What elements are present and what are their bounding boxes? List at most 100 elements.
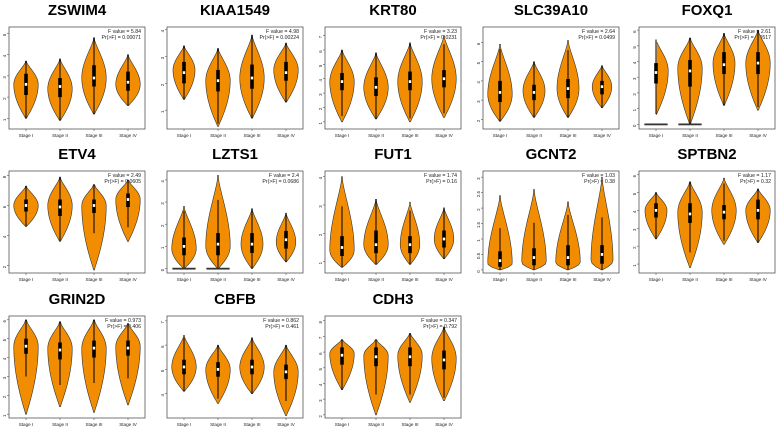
violin-shape	[656, 42, 669, 115]
f-value-label: F value = 0.862	[263, 318, 299, 324]
f-value-label: F value = 2.64	[582, 29, 615, 35]
chart-title: ETV4	[58, 146, 96, 163]
median-marker	[688, 69, 692, 73]
y-tick-label: 7	[318, 35, 323, 38]
median-marker	[442, 358, 446, 362]
y-tick-label: 7	[318, 336, 323, 339]
y-tick-label: 3	[2, 76, 7, 79]
chart-title: GCNT2	[526, 146, 577, 163]
x-tick-label: Stage III	[243, 277, 260, 282]
x-tick-label: Stage III	[85, 133, 102, 138]
y-tick-label: 5	[476, 61, 481, 64]
median-marker	[58, 348, 62, 352]
x-tick-label: Stage IV	[119, 277, 138, 282]
plot-frame	[324, 170, 462, 274]
x-tick-label: Stage II	[368, 133, 384, 138]
p-value-label: Pr(>F) = 0.38	[584, 179, 615, 185]
y-tick-label: 6	[632, 174, 637, 177]
f-value-label: F value = 1.74	[424, 173, 457, 179]
x-tick-label: Stage II	[682, 277, 698, 282]
y-tick-label: 0.5	[476, 252, 481, 259]
violin-panel-slc39a10: SLC39A10 F value = 2.64 Pr(>F) = 0.0499 2 3 4…	[474, 0, 624, 152]
violin-panel-sptbn2: SPTBN2 F value = 1.17 Pr(>F) = 0.32 1 2 3 4 5 6 S…	[630, 144, 780, 296]
iqr-box	[340, 236, 344, 256]
median-marker	[92, 76, 96, 80]
x-tick-label: Stage I	[19, 133, 34, 138]
x-tick-label: Stage I	[335, 422, 350, 427]
y-tick-label: 1	[632, 108, 637, 111]
x-tick-label: Stage I	[335, 133, 350, 138]
median-marker	[126, 80, 130, 84]
y-tick-label: 2	[476, 119, 481, 122]
iqr-box	[688, 59, 692, 87]
median-marker	[58, 205, 62, 209]
x-tick-label: Stage I	[335, 277, 350, 282]
median-marker	[532, 256, 536, 259]
chart-title: FUT1	[374, 146, 412, 163]
x-tick-label: Stage III	[715, 133, 732, 138]
y-tick-label: 7	[160, 321, 165, 324]
p-value-label: Pr(>F) = 0.406	[107, 324, 141, 330]
plot-frame	[482, 170, 620, 274]
median-marker	[92, 204, 96, 207]
p-value-label: Pr(>F) = 0.0499	[578, 35, 615, 41]
y-tick-label: 1	[318, 261, 323, 264]
median-marker	[374, 85, 378, 89]
violin-panel-fut1: FUT1 F value = 1.74 Pr(>F) = 0.16 1 2 3 4 Stage…	[316, 144, 466, 296]
median-marker	[340, 353, 344, 357]
p-value-label: Pr(>F) = 0.32	[740, 179, 771, 185]
median-marker	[756, 208, 760, 212]
f-value-label: F value = 5.84	[108, 29, 141, 35]
y-tick-label: 4	[2, 54, 7, 57]
median-marker	[284, 71, 288, 75]
iqr-box	[92, 65, 96, 87]
x-tick-label: Stage IV	[119, 133, 138, 138]
y-tick-label: 3	[318, 93, 323, 96]
y-tick-label: 5	[2, 33, 7, 36]
violin-panel-cbfb: CBFB F value = 0.862 Pr(>F) = 0.461 4 5 6 7 Sta…	[158, 289, 308, 441]
plot-frame	[166, 315, 304, 419]
y-tick-label: 3	[160, 202, 165, 205]
y-tick-label: 4	[632, 61, 637, 64]
y-tick-label: 2	[318, 233, 323, 236]
y-tick-label: 1	[632, 264, 637, 267]
y-tick-label: 4	[2, 357, 7, 360]
chart-title: FOXQ1	[682, 2, 733, 19]
median-marker	[654, 208, 658, 212]
violin-panel-grin2d: GRIN2D F value = 0.973 Pr(>F) = 0.406 1 2 3 4 5…	[0, 289, 150, 441]
x-tick-label: Stage II	[682, 133, 698, 138]
chart-title: KIAA1549	[200, 2, 270, 19]
y-tick-label: 6	[318, 352, 323, 355]
p-value-label: Pr(>F) = 0.461	[265, 324, 299, 330]
violin-chart-svg: LZTS1 F value = 2.4Pr(>F) = 0.0686 0 1 2 3 4 St…	[160, 146, 304, 282]
median-marker	[688, 212, 692, 216]
zero-value-bar	[206, 267, 230, 270]
y-tick-label: 2	[2, 97, 7, 100]
p-value-label: Pr(>F) = 0.00071	[101, 35, 141, 41]
x-tick-label: Stage II	[52, 277, 68, 282]
median-marker	[722, 210, 726, 214]
f-value-label: F value = 0.347	[421, 318, 457, 324]
y-tick-label: 3	[476, 177, 481, 180]
x-tick-label: Stage I	[493, 277, 508, 282]
x-tick-label: Stage I	[19, 422, 34, 427]
f-value-label: F value = 2.4	[269, 173, 299, 179]
chart-title: CDH3	[373, 291, 414, 308]
y-tick-label: 3	[318, 399, 323, 402]
y-tick-label: 0	[632, 124, 637, 127]
median-marker	[250, 365, 254, 369]
y-tick-label: 6	[2, 320, 7, 323]
violin-panel-krt80: KRT80 F value = 3.23 Pr(>F) = 0.0231 1 2 3 4 5 6…	[316, 0, 466, 152]
x-tick-label: Stage II	[526, 277, 542, 282]
median-marker	[182, 365, 186, 369]
median-marker	[600, 85, 604, 89]
median-marker	[250, 76, 254, 80]
chart-title: KRT80	[369, 2, 417, 19]
x-tick-label: Stage III	[85, 277, 102, 282]
y-tick-label: 4	[318, 176, 323, 179]
median-marker	[182, 71, 186, 75]
